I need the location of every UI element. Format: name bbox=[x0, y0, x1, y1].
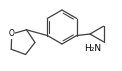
Text: O: O bbox=[9, 29, 15, 38]
Text: H₂N: H₂N bbox=[84, 44, 102, 53]
